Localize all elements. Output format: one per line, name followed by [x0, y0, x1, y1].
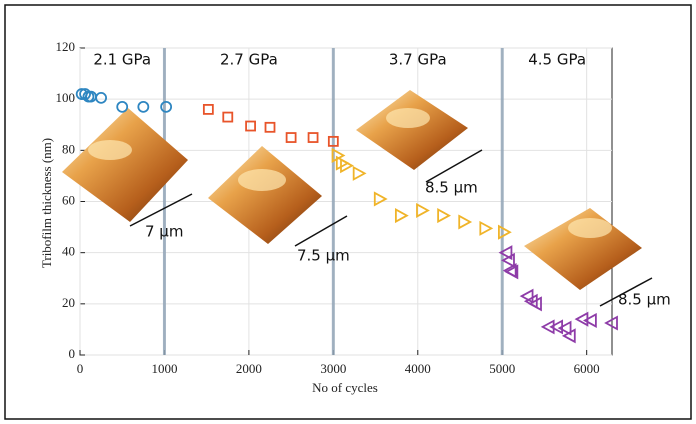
y-axis-label: Tribofilm thickness (nm) [39, 138, 54, 268]
data-point [417, 204, 428, 216]
y-tick-label: 60 [62, 192, 75, 207]
y-tick-label: 80 [62, 141, 75, 156]
afm-image [62, 108, 188, 222]
y-tick-label: 0 [69, 346, 76, 361]
region-label: 4.5 GPa [528, 51, 586, 69]
region-label: 2.1 GPa [93, 51, 151, 69]
data-point [438, 210, 449, 222]
x-axis-label: No of cycles [312, 380, 378, 395]
data-point [96, 93, 106, 103]
y-tick-label: 40 [62, 244, 75, 259]
data-point [480, 222, 491, 234]
data-point [204, 105, 213, 114]
data-point [354, 167, 365, 179]
x-tick-label: 0 [77, 361, 84, 376]
data-point [117, 102, 127, 112]
data-point [287, 133, 296, 142]
scale-bar [426, 150, 482, 182]
scale-label: 7.5 μm [297, 247, 350, 265]
data-point [459, 216, 470, 228]
y-tick-label: 20 [62, 295, 75, 310]
data-point [266, 123, 275, 132]
x-tick-label: 6000 [574, 361, 600, 376]
x-tick-label: 4000 [405, 361, 431, 376]
chart: Tribofilm thickness (nm) No of cycles 0 2… [0, 0, 696, 424]
region-label: 3.7 GPa [389, 51, 447, 69]
data-point [138, 102, 148, 112]
x-tick-label: 2000 [236, 361, 262, 376]
afm-highlight [568, 218, 612, 238]
data-point [161, 102, 171, 112]
data-point [246, 122, 255, 131]
afm-highlight [88, 140, 132, 160]
afm-image [356, 90, 468, 170]
scale-label: 8.5 μm [425, 179, 478, 197]
data-point [499, 226, 510, 238]
y-tick-label: 120 [56, 39, 76, 54]
scale-bar [295, 216, 347, 246]
data-point [396, 210, 407, 222]
y-tick-label: 100 [56, 90, 76, 105]
region-label: 2.7 GPa [220, 51, 278, 69]
afm-image [208, 146, 322, 244]
scale-label: 7 μm [145, 223, 183, 241]
afm-highlight [238, 169, 286, 191]
afm-highlight [386, 108, 430, 128]
data-point [309, 133, 318, 142]
scale-label: 8.5 μm [618, 291, 671, 309]
data-point [375, 193, 386, 205]
data-point [223, 113, 232, 122]
x-tick-label: 5000 [489, 361, 515, 376]
x-tick-label: 1000 [151, 361, 177, 376]
afm-insets: 7 μm 7.5 μm 8.5 μm 8.5 μm [62, 90, 671, 309]
x-tick-label: 3000 [320, 361, 346, 376]
